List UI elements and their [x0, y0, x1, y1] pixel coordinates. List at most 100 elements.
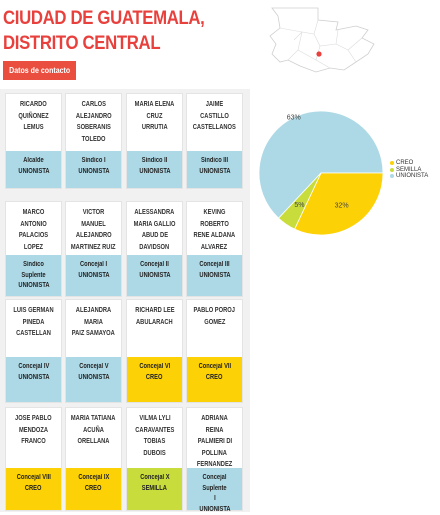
guatemala-map-icon: [258, 4, 388, 74]
member-name-line: ABUD DE: [141, 230, 167, 242]
legend-item: UNIONISTA: [390, 173, 428, 180]
member-name-line: ABULARACH: [136, 317, 173, 329]
member-role-line: UNIONISTA: [18, 373, 49, 384]
member-name-line: CARLOS: [81, 99, 105, 111]
member-name-line: ACUÑA ORELLANA: [71, 425, 116, 448]
member-name-line: MARIA TATIANA: [71, 413, 116, 425]
member-name-line: ALEJANDRA MARIA: [71, 305, 116, 328]
member-role-line: Concejal IX: [78, 473, 109, 484]
member-name-line: VILMA LYLI: [139, 413, 170, 425]
member-role-line: UNIONISTA: [199, 167, 230, 178]
page-title: CIUDAD DE GUATEMALA, DISTRITO CENTRAL: [3, 6, 204, 56]
member-name-line: PALACIOS LOPEZ: [11, 230, 56, 253]
member-name-line: SOBERANIS: [76, 122, 110, 134]
contact-data-button[interactable]: Datos de contacto: [3, 61, 76, 80]
member-name-line: TOBIAS DUBOIS: [132, 436, 177, 459]
title-line-2: DISTRITO CENTRAL: [3, 31, 204, 56]
pie-label-semilla: 5%: [294, 202, 304, 209]
member-role-line: UNIONISTA: [78, 167, 109, 178]
legend-dot-icon: [390, 174, 394, 178]
member-name-line: QUIÑONEZ LEMUS: [11, 111, 56, 134]
legend-dot-icon: [390, 168, 394, 172]
member-role-line: Síndico II: [142, 156, 168, 167]
member-role-line: Síndico III: [201, 156, 228, 167]
member-role-line: UNIONISTA: [139, 271, 170, 282]
member-name-line: MENDOZA FRANCO: [11, 425, 56, 448]
member-name-line: ALEJANDRO: [76, 230, 112, 242]
member-role-line: CREO: [25, 484, 42, 495]
member-name-line: JAIME CASTILLO: [192, 99, 237, 122]
member-name-line: MARIA ELENA CRUZ: [132, 99, 177, 122]
member-role-line: Síndico I: [82, 156, 106, 167]
title-line-1: CIUDAD DE GUATEMALA,: [3, 6, 204, 31]
member-role-line: I: [214, 494, 216, 505]
member-name-line: MARCO ANTONIO: [11, 207, 56, 230]
member-name-line: PAIZ SAMAYOA: [72, 328, 115, 340]
member-name-line: POLLINA: [202, 448, 227, 460]
contact-data-label: Datos de contacto: [9, 66, 70, 75]
member-role-line: SEMILLA: [142, 484, 167, 495]
member-name-line: GOMEZ: [204, 317, 225, 329]
pie-chart: 63% 32% 5%: [256, 108, 386, 238]
map-marker: [316, 51, 321, 56]
member-name-line: CARAVANTES: [135, 425, 174, 437]
member-name-line: KEVING ROBERTO: [192, 207, 237, 230]
member-role-line: UNIONISTA: [199, 505, 230, 515]
member-name-line: MARIA GALLIO: [134, 219, 176, 231]
member-role-line: Concejal I: [80, 260, 107, 271]
member-name-line: RICARDO: [20, 99, 47, 111]
member-name-line: ALVAREZ: [201, 242, 227, 254]
legend-dot-icon: [390, 161, 394, 165]
member-name-line: PALMIERI DI: [197, 436, 231, 448]
member-role-line: CREO: [85, 484, 102, 495]
member-role-line: CREO: [146, 373, 163, 384]
member-role-line: Síndico Suplente: [11, 260, 56, 281]
member-role-line: Concejal VII: [198, 362, 231, 373]
member-name-line: PABLO POROJ: [194, 305, 235, 317]
pie-label-creo: 32%: [335, 202, 349, 209]
member-name-line: PINEDA CASTELLAN: [11, 317, 56, 340]
member-role-line: UNIONISTA: [18, 281, 49, 292]
member-role-line: UNIONISTA: [18, 167, 49, 178]
pie-label-unionista: 63%: [287, 115, 301, 122]
member-role-line: Concejal VIII: [16, 473, 50, 484]
